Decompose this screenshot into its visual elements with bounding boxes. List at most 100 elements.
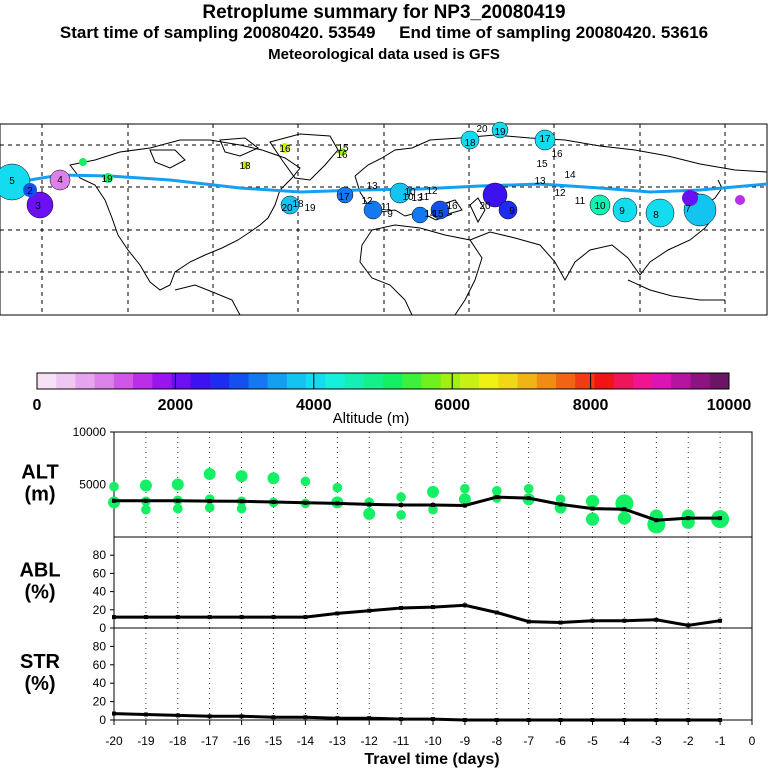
colorbar-tick-label: 2000	[158, 397, 194, 414]
map-label: 15	[536, 159, 548, 170]
colorbar-swatch	[632, 373, 653, 389]
series-point	[526, 496, 531, 501]
series-point	[431, 502, 435, 507]
map-label: 15	[337, 143, 349, 154]
series-point	[271, 500, 276, 505]
y-tick-label: 0	[99, 713, 106, 727]
altitude-cluster-point	[617, 511, 632, 525]
altitude-cluster-point	[428, 504, 438, 515]
colorbar-swatch	[229, 373, 249, 389]
altitude-cluster-point	[585, 494, 600, 508]
series-point	[175, 713, 180, 718]
plume-track	[0, 173, 768, 194]
series-line	[114, 495, 721, 522]
altitude-cluster-point	[139, 479, 152, 492]
series-point	[239, 615, 244, 620]
y-tick-label: 20	[93, 695, 107, 709]
colorbar-tick-label: 10000	[707, 397, 752, 414]
series-point	[335, 716, 340, 721]
map-label: 14	[424, 209, 436, 220]
series-point	[335, 501, 340, 506]
y-tick-label: 80	[93, 548, 107, 562]
x-tick-label: -5	[587, 734, 598, 748]
series-point	[590, 618, 595, 623]
altitude-cluster-point	[173, 503, 183, 514]
series-point	[526, 619, 531, 624]
series-point	[367, 502, 372, 507]
series-point	[431, 717, 435, 722]
series-point	[271, 715, 276, 720]
map-label: 19	[304, 203, 316, 214]
x-tick-label: -15	[265, 734, 283, 748]
series-point	[399, 717, 404, 722]
map-label: 7	[685, 204, 691, 215]
map-label: 4	[57, 175, 63, 186]
altitude-cluster-point	[585, 512, 600, 526]
map-label: 20	[479, 201, 491, 212]
series-point	[112, 615, 116, 620]
series-point	[175, 498, 180, 503]
series-point	[590, 506, 595, 511]
x-tick-label: -9	[460, 734, 471, 748]
x-tick-label: -6	[555, 734, 566, 748]
panel-frame	[113, 431, 753, 538]
x-tick-label: -18	[169, 734, 187, 748]
altitude-cluster-point	[427, 485, 439, 498]
panel-abl: 0 20 40 60 80 ABL(%)	[19, 536, 753, 635]
altitude-cluster-point	[460, 483, 470, 494]
colorbar-swatch	[652, 373, 672, 389]
colorbar-swatch	[37, 373, 57, 389]
map-label: 9	[619, 206, 625, 217]
map-label: 13	[411, 193, 423, 204]
series-point	[718, 516, 723, 521]
series-point	[399, 502, 404, 507]
map-label: 10	[404, 187, 416, 198]
x-tick-label: -4	[619, 734, 630, 748]
series-point	[431, 605, 435, 610]
x-tick-label: -19	[137, 734, 155, 748]
series-point	[686, 623, 691, 628]
series-point	[558, 502, 563, 507]
series-point	[462, 603, 467, 608]
colorbar-swatch	[440, 373, 461, 389]
x-axis: -20 -19 -18 -17 -16 -15 -14 -13 -12 -11 -10 -9 -8 -7-…	[105, 720, 756, 748]
map-label: 18	[239, 161, 251, 172]
start-time-label: Start time of sampling 20080420. 53549	[59, 23, 376, 42]
altitude-cluster-point	[458, 493, 471, 506]
series-point	[112, 711, 116, 716]
altitude-cluster-point	[363, 507, 376, 520]
altitude-cluster-point	[171, 478, 184, 491]
colorbar-tick-label: 8000	[573, 397, 609, 414]
colorbar-swatch	[113, 373, 134, 389]
colorbar-swatch	[575, 373, 595, 389]
colorbar-swatch	[325, 373, 346, 389]
time-series-panels: 100005000ALT(m)020406080ABL(%)020406080S…	[19, 425, 755, 748]
map-label: 13	[534, 176, 546, 187]
colorbar-swatch	[556, 373, 576, 389]
altitude-cluster-point	[236, 503, 247, 514]
colorbar-swatch	[479, 373, 499, 389]
sampling-times: Start time of sampling 20080420. 53549 E…	[0, 23, 768, 43]
series-point	[494, 610, 499, 615]
series-point	[271, 615, 276, 620]
series-point	[399, 605, 404, 610]
colorbar-tick-label: 4000	[296, 397, 332, 414]
series-point	[143, 615, 148, 620]
colorbar-swatch	[709, 373, 730, 389]
colorbar-swatch	[190, 373, 211, 389]
y-tick-label: 80	[93, 639, 107, 653]
colorbar-swatch	[536, 373, 557, 389]
colorbar-tick-label: 0	[33, 397, 42, 414]
series-point	[558, 620, 563, 625]
series-point	[367, 608, 372, 613]
series-point	[303, 615, 308, 620]
map-label: 16	[551, 149, 563, 160]
colorbar-swatch	[267, 373, 288, 389]
altitude-cluster-point	[555, 494, 566, 505]
y-tick-label: 60	[93, 566, 107, 580]
map-label: 11	[419, 192, 430, 203]
x-tick-label: -16	[233, 734, 251, 748]
colorbar-swatch	[383, 373, 403, 389]
y-tick-label: 10000	[73, 425, 107, 439]
